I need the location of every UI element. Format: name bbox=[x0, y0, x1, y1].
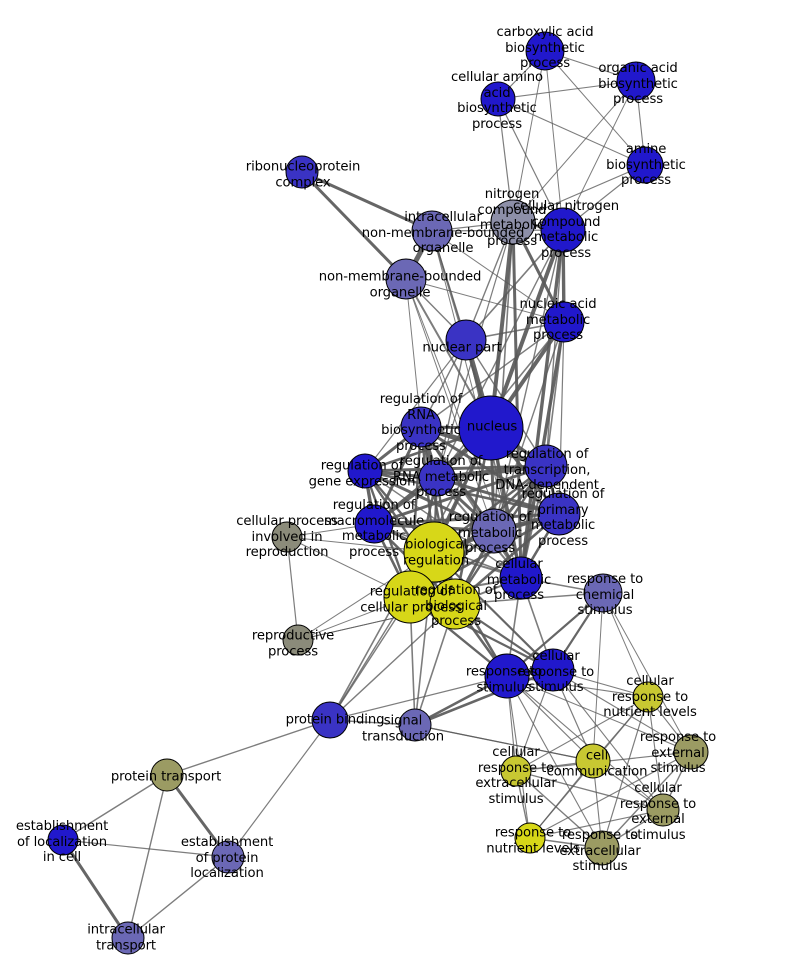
graph-node[interactable] bbox=[398, 708, 432, 742]
graph-node[interactable] bbox=[584, 830, 620, 866]
graph-edge bbox=[405, 278, 565, 323]
graph-node[interactable] bbox=[646, 793, 680, 827]
graph-edge bbox=[489, 220, 515, 430]
graph-edge bbox=[506, 675, 603, 849]
graph-edge bbox=[408, 512, 561, 599]
graph-node[interactable] bbox=[583, 573, 623, 613]
graph-edge bbox=[519, 228, 565, 580]
graph-edge bbox=[552, 669, 664, 811]
graph-node[interactable] bbox=[111, 921, 145, 955]
graph-edge bbox=[363, 469, 561, 516]
graph-edge bbox=[363, 464, 548, 473]
graph-edge bbox=[497, 98, 564, 231]
graph-edge bbox=[511, 220, 523, 580]
graph-node[interactable] bbox=[575, 743, 611, 779]
graph-edge bbox=[300, 170, 408, 281]
graph-node[interactable] bbox=[537, 492, 581, 536]
graph-edge bbox=[62, 774, 168, 841]
graph-edge bbox=[493, 221, 514, 532]
graph-edge bbox=[329, 675, 508, 721]
graph-node[interactable] bbox=[354, 504, 394, 544]
graph-edge bbox=[529, 809, 664, 839]
graph-edge bbox=[529, 751, 692, 839]
graph-edge bbox=[300, 170, 434, 233]
graph-node[interactable] bbox=[385, 258, 427, 300]
graph-edge bbox=[166, 719, 331, 776]
edge-layer bbox=[61, 50, 692, 940]
graph-edge bbox=[431, 230, 565, 323]
graph-edge bbox=[364, 339, 467, 472]
graph-edge bbox=[127, 856, 229, 939]
graph-node[interactable] bbox=[211, 840, 245, 874]
graph-edge bbox=[512, 80, 637, 223]
graph-edge bbox=[506, 675, 692, 753]
graph-node[interactable] bbox=[400, 406, 442, 448]
graph-node[interactable] bbox=[471, 508, 517, 554]
graph-edge bbox=[420, 321, 565, 428]
node-layer bbox=[47, 31, 709, 955]
graph-edge bbox=[165, 773, 230, 859]
graph-edge bbox=[497, 98, 646, 166]
graph-edge bbox=[515, 696, 649, 772]
graph-edge bbox=[515, 770, 664, 811]
graph-edge bbox=[544, 50, 646, 166]
graph-node[interactable] bbox=[271, 521, 303, 553]
graph-edge bbox=[420, 426, 522, 579]
graph-node[interactable] bbox=[524, 444, 568, 488]
graph-node[interactable] bbox=[616, 61, 656, 101]
graph-edge bbox=[602, 592, 692, 753]
graph-edge bbox=[329, 603, 456, 721]
graph-edge bbox=[515, 770, 603, 849]
graph-node[interactable] bbox=[531, 648, 575, 692]
graph-edge bbox=[545, 321, 565, 467]
graph-edge bbox=[512, 164, 646, 223]
graph-edge bbox=[601, 751, 692, 849]
graph-edge bbox=[413, 668, 555, 727]
graph-node[interactable] bbox=[490, 199, 536, 245]
graph-edge bbox=[512, 50, 546, 223]
graph-edge bbox=[545, 229, 564, 467]
graph-edge bbox=[544, 50, 564, 231]
graph-node[interactable] bbox=[514, 822, 546, 854]
graph-edge bbox=[414, 724, 594, 762]
graph-node[interactable] bbox=[626, 146, 664, 184]
graph-edge bbox=[465, 229, 564, 341]
graph-node[interactable] bbox=[411, 210, 453, 252]
graph-edge bbox=[601, 696, 649, 849]
graph-node[interactable] bbox=[445, 319, 487, 361]
graph-edge bbox=[127, 774, 168, 939]
graph-node[interactable] bbox=[458, 395, 524, 461]
graph-edge bbox=[61, 838, 130, 940]
graph-node[interactable] bbox=[540, 207, 586, 253]
graph-node[interactable] bbox=[673, 734, 709, 770]
graph-node[interactable] bbox=[47, 824, 79, 856]
graph-edge bbox=[497, 80, 637, 100]
graph-node[interactable] bbox=[500, 755, 532, 787]
graph-node[interactable] bbox=[150, 758, 184, 792]
graph-edge bbox=[227, 719, 331, 858]
graph-edge bbox=[562, 80, 637, 231]
graph-node[interactable] bbox=[429, 578, 481, 630]
graph-node[interactable] bbox=[383, 570, 437, 624]
graph-edge bbox=[647, 696, 664, 811]
graph-edge bbox=[363, 469, 496, 533]
graph-edge bbox=[592, 592, 604, 762]
graph-node[interactable] bbox=[418, 459, 456, 497]
graph-node[interactable] bbox=[543, 301, 585, 343]
graph-edge bbox=[62, 839, 229, 858]
graph-edge bbox=[286, 536, 299, 641]
graph-node[interactable] bbox=[484, 653, 530, 699]
graph-node[interactable] bbox=[403, 521, 465, 583]
graph-node[interactable] bbox=[499, 556, 543, 600]
graph-node[interactable] bbox=[282, 624, 314, 656]
graph-node[interactable] bbox=[525, 31, 565, 71]
graph-node[interactable] bbox=[347, 453, 383, 489]
graph-node[interactable] bbox=[285, 155, 319, 189]
graph-node[interactable] bbox=[311, 701, 349, 739]
graph-node[interactable] bbox=[632, 681, 664, 713]
graph-edge bbox=[372, 512, 561, 526]
graph-node[interactable] bbox=[480, 81, 516, 117]
